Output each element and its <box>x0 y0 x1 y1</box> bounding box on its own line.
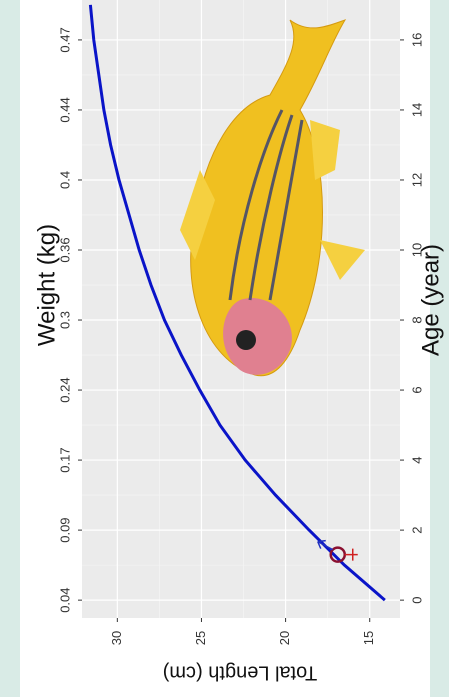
x-tick-label: 12 <box>409 173 424 187</box>
x-tick-label: 14 <box>409 103 424 117</box>
y-axis-label: Total Length (cm) <box>163 662 318 684</box>
x-axis-label: Age (year) <box>417 244 444 356</box>
x-tick-label: 0 <box>409 597 424 604</box>
x-tick-label: 8 <box>409 316 424 323</box>
x2-tick-label: 0.09 <box>57 517 72 542</box>
y-tick-label: 20 <box>277 631 292 645</box>
x-tick-label: 6 <box>409 386 424 393</box>
x2-tick-label: 0.24 <box>57 377 72 402</box>
y-tick-label: 15 <box>361 631 376 645</box>
sex-symbol <box>317 539 358 563</box>
x2-tick-label: 0.4 <box>57 171 72 189</box>
x-tick-label: 2 <box>409 526 424 533</box>
x-tick-label: 16 <box>409 33 424 47</box>
male-arrow <box>317 539 334 551</box>
y-tick-label: 25 <box>193 631 208 645</box>
x2-tick-label: 0.44 <box>57 97 72 122</box>
y-tick-label: 30 <box>109 631 124 645</box>
x2-tick-label: 0.3 <box>57 311 72 329</box>
growth-curve <box>88 4 386 602</box>
x-tick-label: 10 <box>409 243 424 257</box>
x2-tick-label: 0.04 <box>57 587 72 612</box>
female-cross <box>344 548 358 561</box>
x-tick-label: 4 <box>409 456 424 463</box>
x2-tick-label: 0.36 <box>57 237 72 262</box>
x2-tick-label: 0.17 <box>57 447 72 472</box>
x2-tick-label: 0.47 <box>57 27 72 52</box>
fish-illustration <box>180 19 365 377</box>
x2-axis-label: Weight (kg) <box>33 224 60 346</box>
